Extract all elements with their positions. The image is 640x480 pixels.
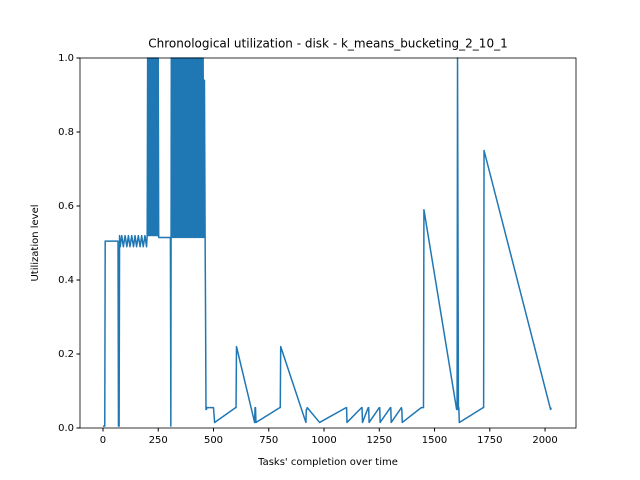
y-axis-label: Utilization level <box>30 204 41 281</box>
plot-frame <box>79 57 577 429</box>
x-tick-label: 250 <box>149 435 168 446</box>
data-line <box>102 57 552 427</box>
x-tick-label: 1000 <box>311 435 336 446</box>
y-tick-label: 0.4 <box>58 275 74 286</box>
chart-title: Chronological utilization - disk - k_mea… <box>148 37 507 51</box>
y-tick-label: 0.0 <box>58 423 74 434</box>
x-tick-label: 750 <box>259 435 278 446</box>
x-tick-label: 0 <box>100 435 106 446</box>
x-tick-label: 1250 <box>367 435 392 446</box>
y-tick-label: 1.0 <box>58 53 74 64</box>
y-tick-label: 0.2 <box>58 349 74 360</box>
x-axis-label: Tasks' completion over time <box>257 457 398 468</box>
x-tick-label: 1750 <box>477 435 502 446</box>
y-tick-label: 0.6 <box>58 201 74 212</box>
y-tick-label: 0.8 <box>58 127 74 138</box>
x-tick-label: 1500 <box>422 435 447 446</box>
x-tick-label: 500 <box>204 435 223 446</box>
x-tick-label: 2000 <box>532 435 557 446</box>
